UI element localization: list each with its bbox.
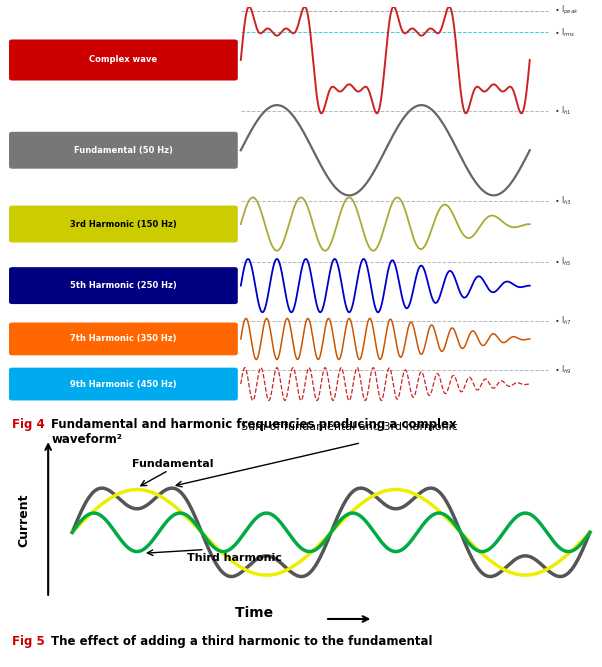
FancyBboxPatch shape: [9, 205, 238, 243]
Text: Fundamental (50 Hz): Fundamental (50 Hz): [74, 146, 173, 155]
Text: Third harmonic: Third harmonic: [187, 553, 282, 563]
Text: Fundamental and harmonic frequencies producing a complex
waveform²: Fundamental and harmonic frequencies pro…: [51, 418, 457, 446]
Text: Fig 4: Fig 4: [12, 418, 49, 431]
Text: Current: Current: [17, 494, 31, 547]
Text: 3rd Harmonic (150 Hz): 3rd Harmonic (150 Hz): [70, 219, 177, 229]
Text: $\bullet$ I$_{h5}$: $\bullet$ I$_{h5}$: [554, 256, 572, 268]
Text: 7th Harmonic (350 Hz): 7th Harmonic (350 Hz): [70, 334, 176, 344]
Text: $\bullet$ I$_{rms}$: $\bullet$ I$_{rms}$: [554, 26, 576, 39]
Text: $\bullet$ I$_{h9}$: $\bullet$ I$_{h9}$: [554, 364, 572, 376]
FancyBboxPatch shape: [9, 267, 238, 304]
Text: Fig 5: Fig 5: [12, 636, 49, 648]
Text: $\bullet$ I$_{h3}$: $\bullet$ I$_{h3}$: [554, 194, 572, 207]
FancyBboxPatch shape: [9, 323, 238, 356]
Text: 5th Harmonic (250 Hz): 5th Harmonic (250 Hz): [70, 281, 177, 290]
FancyBboxPatch shape: [9, 132, 238, 169]
FancyBboxPatch shape: [9, 368, 238, 400]
Text: Sum of fundamental and 3rd harmonic: Sum of fundamental and 3rd harmonic: [241, 422, 458, 432]
Text: Complex wave: Complex wave: [89, 55, 158, 65]
Text: The effect of adding a third harmonic to the fundamental: The effect of adding a third harmonic to…: [51, 636, 433, 648]
Text: $\bullet$ I$_{h7}$: $\bullet$ I$_{h7}$: [554, 315, 572, 327]
Text: Fundamental: Fundamental: [132, 459, 214, 468]
Text: $\bullet$ I$_{h1}$: $\bullet$ I$_{h1}$: [554, 104, 572, 117]
Text: $\bullet$ I$_{peak}$: $\bullet$ I$_{peak}$: [554, 5, 579, 17]
Text: Time: Time: [235, 606, 278, 620]
FancyBboxPatch shape: [9, 39, 238, 81]
Text: 9th Harmonic (450 Hz): 9th Harmonic (450 Hz): [70, 380, 177, 389]
